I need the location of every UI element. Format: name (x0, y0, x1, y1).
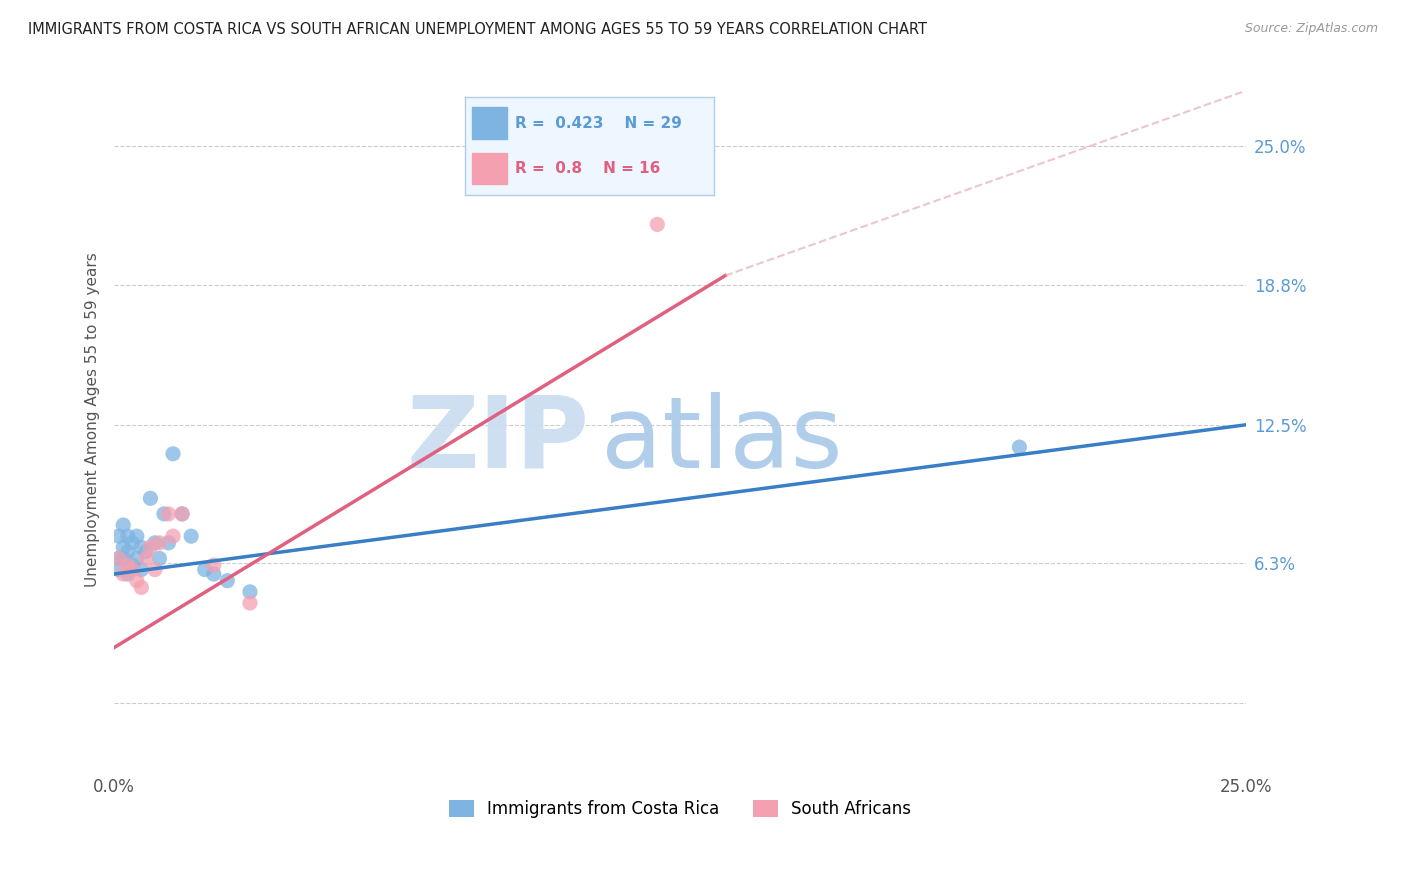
Point (194, 563, 217, 577)
Point (117, 529, 139, 543)
Point (112, 567, 135, 582)
Point (107, 551, 129, 566)
Point (139, 491, 162, 506)
Point (131, 581, 153, 595)
Point (117, 558, 139, 573)
Point (135, 551, 157, 566)
Point (107, 529, 129, 543)
Point (647, 218, 669, 232)
Point (157, 536, 180, 550)
Point (217, 574, 239, 588)
Point (112, 541, 135, 555)
Text: ZIP: ZIP (406, 392, 589, 489)
Point (135, 545, 157, 559)
Point (143, 563, 166, 577)
Legend: Immigrants from Costa Rica, South Africans: Immigrants from Costa Rica, South Africa… (441, 793, 918, 825)
Point (143, 536, 166, 550)
Text: IMMIGRANTS FROM COSTA RICA VS SOUTH AFRICAN UNEMPLOYMENT AMONG AGES 55 TO 59 YEA: IMMIGRANTS FROM COSTA RICA VS SOUTH AFRI… (28, 22, 927, 37)
Point (162, 447, 184, 461)
Point (125, 529, 148, 543)
Text: Source: ZipAtlas.com: Source: ZipAtlas.com (1244, 22, 1378, 36)
Point (117, 567, 139, 582)
Point (131, 563, 153, 577)
Point (157, 507, 180, 521)
Point (131, 541, 153, 555)
Point (121, 536, 143, 550)
Point (112, 518, 135, 533)
Point (180, 529, 202, 543)
Point (107, 563, 129, 577)
Point (153, 507, 176, 521)
Text: atlas: atlas (600, 392, 842, 489)
Point (121, 563, 143, 577)
Point (148, 536, 170, 550)
Point (117, 545, 139, 559)
Point (148, 551, 170, 566)
Point (239, 585, 262, 599)
Point (1008, 440, 1031, 454)
Point (112, 551, 135, 566)
Point (172, 507, 194, 521)
Point (172, 507, 194, 521)
Point (202, 567, 225, 582)
Point (162, 529, 184, 543)
Point (202, 558, 225, 573)
Point (139, 541, 162, 555)
Point (121, 558, 143, 573)
Y-axis label: Unemployment Among Ages 55 to 59 years: Unemployment Among Ages 55 to 59 years (86, 252, 100, 587)
Point (239, 596, 262, 610)
Point (125, 551, 148, 566)
Point (107, 551, 129, 566)
Point (125, 574, 148, 588)
